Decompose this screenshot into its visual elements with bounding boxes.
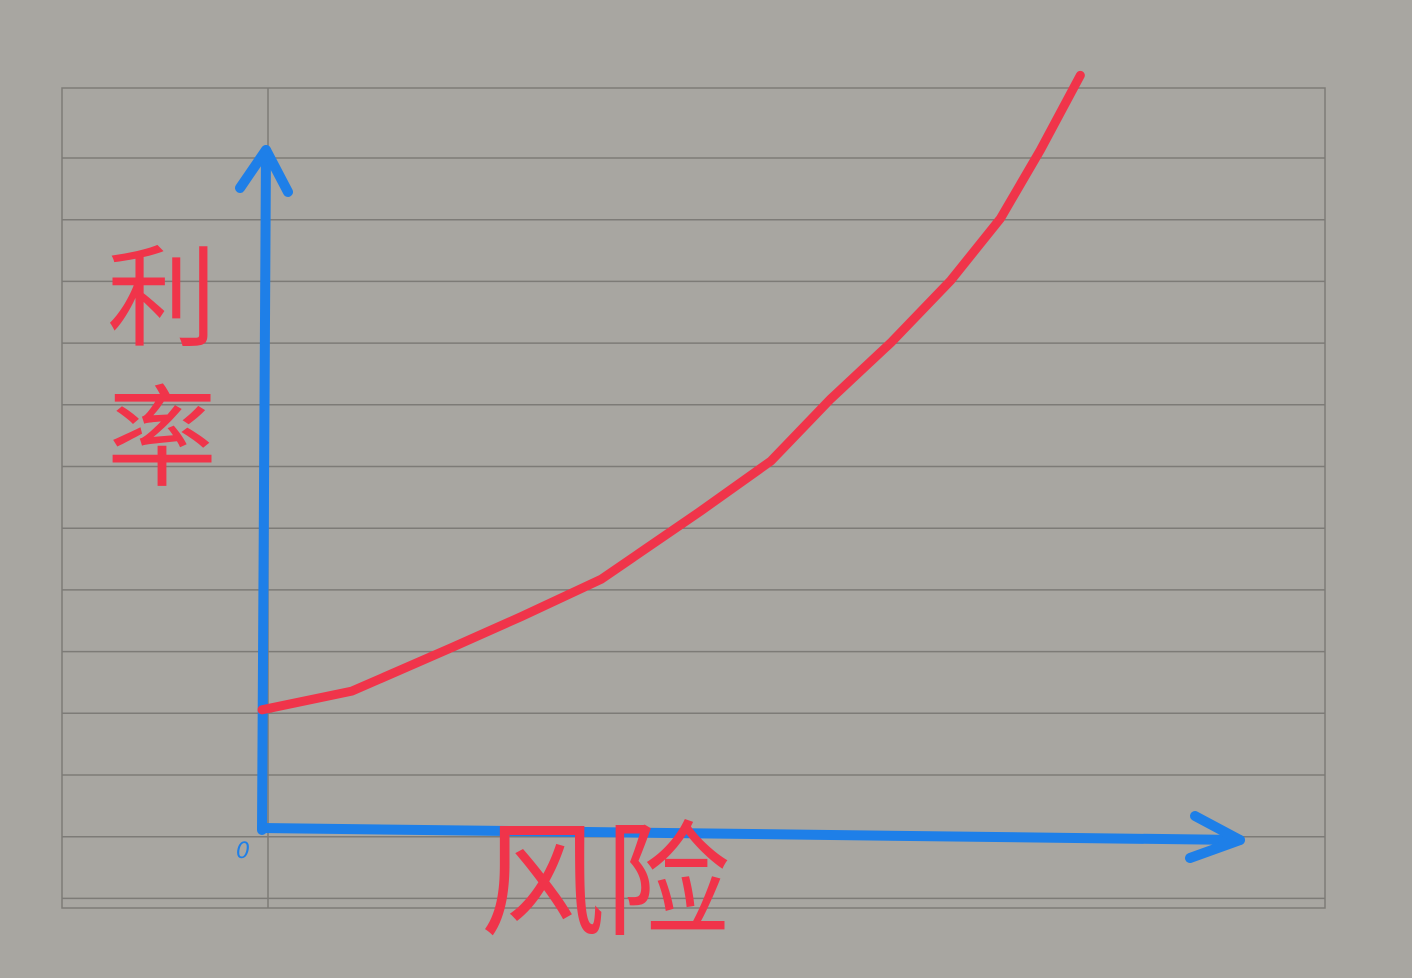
axes [235,145,1245,863]
paper-border [61,87,1326,909]
x-axis-label: 风险 [480,810,730,955]
x-axis-arrow [1185,811,1245,863]
curve [257,70,1085,715]
ruled-paper [61,87,1326,909]
y-axis-arrow [235,145,293,197]
x-axis [257,823,1245,845]
y-axis-label: 利率 [88,240,216,520]
origin-label: 0 [236,839,250,864]
y-axis [257,145,271,835]
